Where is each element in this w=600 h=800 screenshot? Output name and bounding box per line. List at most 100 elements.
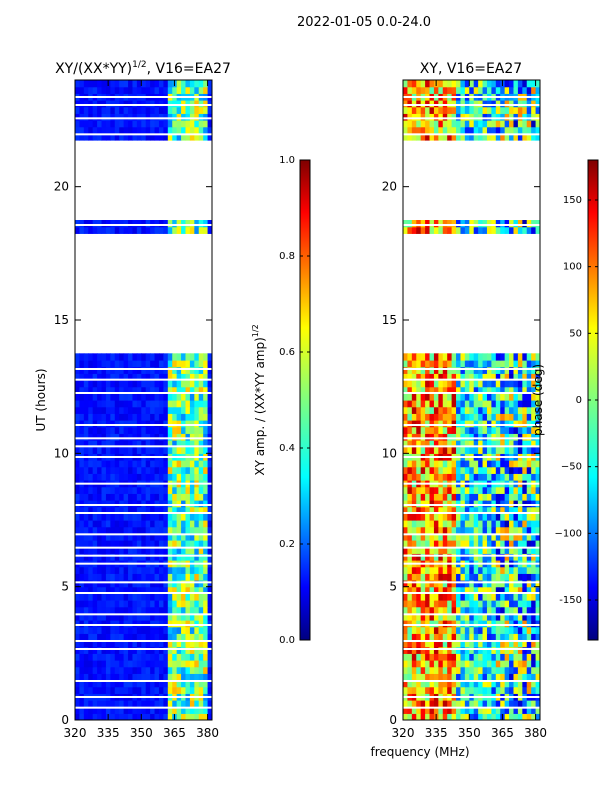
heatmap-cell xyxy=(495,360,501,368)
heatmap-cell xyxy=(88,526,94,534)
heatmap-cell xyxy=(517,473,523,481)
heatmap-cell xyxy=(442,606,448,614)
heatmap-cell xyxy=(207,633,212,641)
heatmap-cell xyxy=(469,120,475,128)
heatmap-cell xyxy=(172,666,178,674)
heatmap-cell xyxy=(163,700,169,708)
heatmap-cell xyxy=(194,353,200,361)
heatmap-cell xyxy=(145,713,151,720)
heatmap-cell xyxy=(447,626,453,634)
heatmap-cell xyxy=(150,426,156,434)
heatmap-cell xyxy=(509,600,515,608)
heatmap-cell xyxy=(181,126,187,134)
heatmap-cell xyxy=(105,373,111,381)
heatmap-cell xyxy=(172,546,178,554)
heatmap-cell xyxy=(517,620,523,628)
heatmap-cell xyxy=(141,600,147,608)
heatmap-cell xyxy=(181,100,187,108)
heatmap-cell xyxy=(535,400,540,408)
heatmap-cell xyxy=(522,626,528,634)
heatmap-cell xyxy=(451,353,457,361)
heatmap-cell xyxy=(141,540,147,548)
heatmap-cell xyxy=(79,646,85,654)
heatmap-cell xyxy=(513,706,519,714)
heatmap-cell xyxy=(460,413,466,421)
heatmap-cell xyxy=(438,353,444,361)
heatmap-cell xyxy=(114,486,120,494)
heatmap-cell xyxy=(145,113,151,121)
heatmap-cell xyxy=(535,640,540,648)
heatmap-cell xyxy=(123,120,129,128)
heatmap-cell xyxy=(172,653,178,661)
heatmap-cell xyxy=(207,566,212,574)
heatmap-cell xyxy=(438,640,444,648)
heatmap-cell xyxy=(447,86,453,94)
heatmap-cell xyxy=(136,426,142,434)
flagged-row xyxy=(75,613,212,616)
heatmap-cell xyxy=(403,86,409,94)
heatmap-cell xyxy=(128,360,134,368)
heatmap-cell xyxy=(123,360,129,368)
heatmap-cell xyxy=(522,420,528,428)
heatmap-cell xyxy=(132,420,138,428)
heatmap-cell xyxy=(460,466,466,474)
heatmap-cell xyxy=(517,466,523,474)
heatmap-cell xyxy=(172,486,178,494)
heatmap-cell xyxy=(416,660,422,668)
heatmap-cell xyxy=(79,626,85,634)
heatmap-cell xyxy=(105,100,111,108)
heatmap-cell xyxy=(531,680,537,688)
heatmap-cell xyxy=(513,133,519,141)
heatmap-cell xyxy=(482,626,488,634)
heatmap-cell xyxy=(403,613,409,621)
heatmap-cell xyxy=(110,573,116,581)
heatmap-cell xyxy=(150,700,156,708)
heatmap-cell xyxy=(97,520,103,528)
heatmap-cell xyxy=(517,640,523,648)
heatmap-cell xyxy=(123,706,129,714)
heatmap-cell xyxy=(425,386,431,394)
heatmap-cell xyxy=(442,120,448,128)
heatmap-cell xyxy=(486,646,492,654)
heatmap-cell xyxy=(420,620,426,628)
heatmap-cell xyxy=(447,100,453,108)
heatmap-cell xyxy=(425,620,431,628)
heatmap-cell xyxy=(158,666,164,674)
heatmap-cell xyxy=(464,440,470,448)
left-title-main: XY/(XX*YY) xyxy=(55,61,132,77)
heatmap-cell xyxy=(416,440,422,448)
heatmap-cell xyxy=(495,400,501,408)
heatmap-cell xyxy=(119,466,125,474)
heatmap-cell xyxy=(110,620,116,628)
heatmap-cell xyxy=(416,106,422,114)
heatmap-cell xyxy=(207,686,212,694)
heatmap-cell xyxy=(101,506,107,514)
heatmap-cell xyxy=(460,646,466,654)
heatmap-cell xyxy=(123,620,129,628)
heatmap-cell xyxy=(513,633,519,641)
y-tick-label: 20 xyxy=(382,180,397,194)
heatmap-cell xyxy=(158,366,164,374)
heatmap-cell xyxy=(425,606,431,614)
heatmap-cell xyxy=(163,646,169,654)
heatmap-cell xyxy=(172,500,178,508)
heatmap-cell xyxy=(513,513,519,521)
heatmap-cell xyxy=(97,666,103,674)
heatmap-cell xyxy=(504,713,510,720)
heatmap-cell xyxy=(451,500,457,508)
heatmap-cell xyxy=(535,540,540,548)
heatmap-cell xyxy=(416,593,422,601)
heatmap-cell xyxy=(433,666,439,674)
heatmap-cell xyxy=(407,573,413,581)
heatmap-cell xyxy=(513,440,519,448)
heatmap-cell xyxy=(97,393,103,401)
heatmap-cell xyxy=(464,540,470,548)
heatmap-cell xyxy=(75,126,81,134)
heatmap-cell xyxy=(75,593,81,601)
heatmap-cell xyxy=(500,673,506,681)
heatmap-cell xyxy=(207,613,212,621)
heatmap-cell xyxy=(451,666,457,674)
heatmap-cell xyxy=(110,513,116,521)
heatmap-cell xyxy=(119,120,125,128)
heatmap-cell xyxy=(473,600,479,608)
